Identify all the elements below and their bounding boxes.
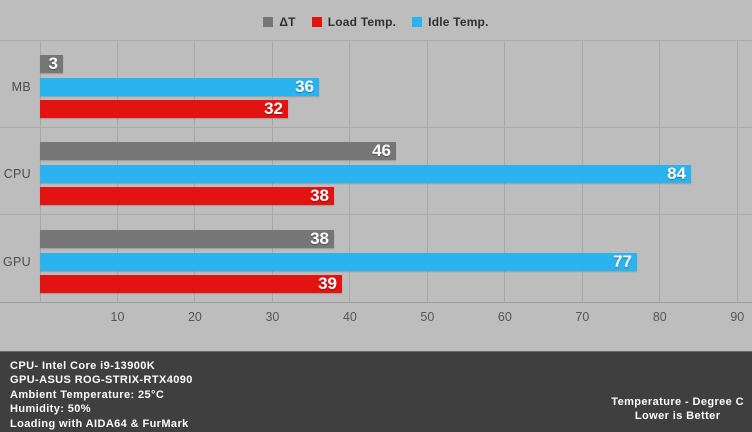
- chart-legend: ΔT Load Temp. Idle Temp.: [0, 12, 752, 32]
- bar-value-label: 84: [667, 164, 686, 184]
- bar: 32: [40, 100, 288, 118]
- category-label: CPU: [3, 167, 31, 182]
- x-tick-label: 50: [420, 310, 435, 324]
- bar-value-label: 3: [48, 54, 58, 73]
- units-note: Temperature - Degree C Lower is Better: [611, 395, 744, 423]
- bar-value-label: 77: [613, 251, 632, 271]
- bar: 38: [40, 186, 334, 206]
- x-tick-label: 10: [110, 310, 125, 324]
- legend-label: Load Temp.: [327, 15, 397, 29]
- footer-left-line: CPU- Intel Core i9-13900K: [10, 360, 156, 372]
- x-tick-label: 80: [652, 310, 667, 324]
- bar: 38: [40, 228, 334, 248]
- group-separator-line: [0, 39, 752, 41]
- x-tick-label: 20: [187, 310, 202, 324]
- plot-area: 10 20 30 40 50 60 70 80 90 MB 3 36 32 CPU 46 84 38 GPU 38 7…: [0, 39, 752, 324]
- bar-value-label: 32: [264, 99, 283, 118]
- x-tick-label: 60: [497, 310, 512, 324]
- legend-swatch-icon: [311, 17, 322, 27]
- bar: 36: [40, 78, 319, 96]
- footer-left-line: Ambient Temperature: 25°C: [10, 388, 165, 401]
- bar: 84: [40, 164, 691, 184]
- bar: 46: [40, 141, 396, 161]
- bar-value-label: 39: [318, 273, 337, 293]
- x-tick-label: 90: [730, 310, 745, 324]
- legend-label: ΔT: [279, 15, 296, 29]
- bar-value-label: 46: [372, 141, 391, 161]
- x-tick-label: 30: [265, 310, 280, 324]
- legend-item: ΔT: [263, 15, 296, 29]
- gridline: [736, 40, 738, 302]
- legend-item: Idle Temp.: [412, 15, 488, 29]
- footer-left-line: Humidity: 50%: [10, 403, 91, 416]
- footer-right-line: Temperature - Degree C: [611, 396, 744, 408]
- footer-bar: CPU- Intel Core i9-13900K GPU-ASUS ROG-ST…: [0, 351, 752, 432]
- legend-item: Load Temp.: [311, 15, 397, 29]
- category-label: MB: [11, 80, 31, 94]
- legend-label: Idle Temp.: [428, 15, 489, 29]
- group-separator-line: [0, 126, 752, 128]
- legend-swatch-icon: [263, 17, 274, 27]
- x-axis-line: [0, 301, 752, 303]
- bar: 3: [40, 55, 63, 73]
- bar: 39: [40, 273, 342, 293]
- legend-swatch-icon: [412, 17, 423, 27]
- footer-right-line: Lower is Better: [634, 410, 721, 422]
- x-tick-label: 40: [342, 310, 357, 324]
- bar-value-label: 38: [310, 186, 329, 206]
- footer-left-line: Loading with AIDA64 & FurMark: [10, 417, 189, 430]
- x-tick-label: 70: [575, 310, 590, 324]
- bar-value-label: 38: [310, 228, 329, 248]
- test-setup-notes: CPU- Intel Core i9-13900K GPU-ASUS ROG-ST…: [10, 359, 193, 431]
- category-label: GPU: [3, 254, 31, 269]
- bar: 77: [40, 251, 637, 271]
- bar-value-label: 36: [295, 77, 314, 96]
- group-separator-line: [0, 214, 752, 216]
- footer-left-line: GPU-ASUS ROG-STRIX-RTX4090: [10, 374, 193, 387]
